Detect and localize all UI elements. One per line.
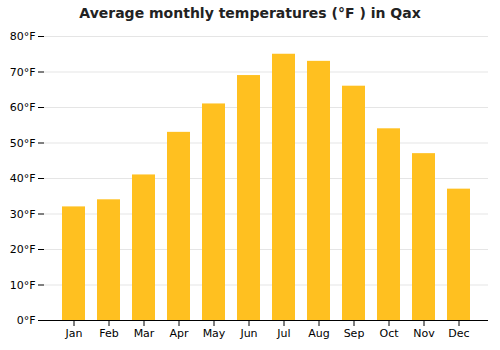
svg-text:Jan: Jan [65, 327, 83, 340]
svg-text:Jul: Jul [276, 327, 290, 340]
svg-text:Jun: Jun [239, 327, 257, 340]
svg-text:40°F: 40°F [10, 172, 36, 185]
svg-text:May: May [203, 327, 226, 340]
svg-text:Aug: Aug [308, 327, 329, 340]
svg-text:30°F: 30°F [10, 208, 36, 221]
svg-text:Apr: Apr [169, 327, 189, 340]
svg-text:Mar: Mar [134, 327, 155, 340]
svg-text:Sep: Sep [344, 327, 365, 340]
svg-text:60°F: 60°F [10, 101, 36, 114]
svg-text:Nov: Nov [413, 327, 435, 340]
svg-text:70°F: 70°F [10, 66, 36, 79]
svg-text:Dec: Dec [448, 327, 469, 340]
svg-text:10°F: 10°F [10, 279, 36, 292]
svg-text:80°F: 80°F [10, 30, 36, 43]
svg-text:20°F: 20°F [10, 243, 36, 256]
svg-text:Feb: Feb [99, 327, 118, 340]
svg-text:50°F: 50°F [10, 137, 36, 150]
svg-text:0°F: 0°F [17, 314, 36, 327]
svg-text:Oct: Oct [379, 327, 399, 340]
html-text:Average monthly temperatures (: Average monthly temperatures (°F ) in Qa… [79, 5, 421, 21]
